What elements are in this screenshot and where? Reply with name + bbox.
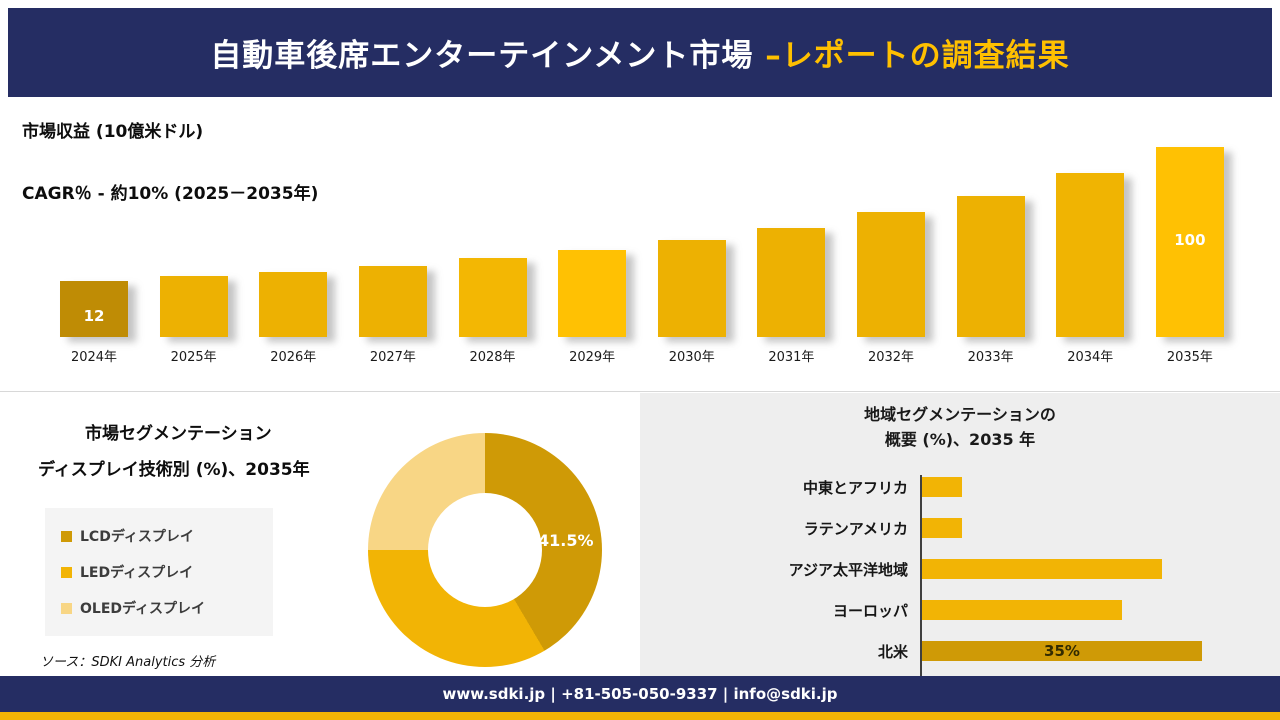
region-chart-title: 地域セグメンテーションの 概要 (%)、2035 年 [640, 393, 1280, 453]
revenue-bar-column: 2031年 [757, 228, 826, 365]
legend-item-led: LEDディスプレイ [61, 562, 257, 582]
revenue-bar [458, 258, 527, 337]
revenue-bar [259, 272, 328, 337]
revenue-chart-section: 市場収益 (10億米ドル) CAGR％ - 約10% (2025－2035年) … [0, 97, 1280, 392]
region-bar [922, 477, 962, 497]
x-axis-label: 2030年 [668, 350, 715, 365]
region-axis-line [920, 475, 922, 680]
revenue-bar-column: 100 2035年 [1155, 147, 1224, 365]
region-bar-chart: 中東とアフリカ ラテンアメリカアジア太平洋地域ヨーロッパ北米 35% [650, 475, 1270, 682]
region-bar [922, 559, 1162, 579]
region-row: 北米 35% [650, 641, 1270, 661]
region-bar-track [920, 600, 1270, 620]
x-axis-label: 2032年 [867, 350, 915, 365]
x-axis-label: 2027年 [369, 350, 416, 365]
revenue-bar: 100 [1155, 147, 1224, 337]
region-bar-track [920, 477, 1270, 497]
revenue-bar-column: 2032年 [857, 212, 925, 365]
region-row: アジア太平洋地域 [650, 559, 1270, 579]
x-axis-label: 2033年 [967, 350, 1014, 365]
region-bar: 35% [922, 641, 1202, 661]
revenue-bar [757, 228, 826, 337]
revenue-bar-column: 2034年 [1056, 173, 1125, 365]
region-bar-track [920, 559, 1270, 579]
donut-legend: LCDディスプレイ LEDディスプレイ OLEDディスプレイ [45, 508, 273, 636]
x-axis-label: 2024年 [70, 350, 118, 365]
region-label: ヨーロッパ [832, 601, 908, 620]
revenue-bar-column: 2030年 [657, 240, 726, 365]
segmentation-panel: 市場セグメンテーション ディスプレイ技術別 (%)、2035年 LCDディスプレ… [0, 393, 640, 676]
region-title-line1: 地域セグメンテーションの [864, 405, 1056, 424]
bar-value-label: 100 [1174, 231, 1206, 249]
revenue-bar-column: 2026年 [259, 272, 328, 365]
region-panel: 地域セグメンテーションの 概要 (%)、2035 年 中東とアフリカ ラテンアメリ… [640, 393, 1280, 680]
donut-value-label: 41.5% [538, 531, 594, 550]
region-bar-track [920, 518, 1270, 538]
revenue-bar [1056, 173, 1125, 337]
revenue-chart-cagr: CAGR％ - 約10% (2025－2035年) [22, 184, 319, 204]
region-label: ラテンアメリカ [803, 519, 908, 538]
region-label: アジア太平洋地域 [788, 560, 908, 579]
revenue-bar [159, 276, 228, 337]
region-bar-value-label: 35% [1044, 642, 1080, 660]
page-title: 自動車後席エンターテインメント市場 –レポートの調査結果 [210, 30, 1069, 75]
region-row: 中東とアフリカ [650, 477, 1270, 497]
region-title-line2: 概要 (%)、2035 年 [884, 429, 1036, 449]
x-axis-label: 2035年 [1166, 350, 1213, 365]
revenue-bar [956, 196, 1025, 337]
legend-label-oled: OLEDディスプレイ [80, 601, 206, 617]
x-axis-label: 2031年 [768, 350, 815, 365]
x-axis-label: 2029年 [569, 350, 616, 365]
x-axis-label: 2034年 [1067, 350, 1114, 365]
bar-value-label: 12 [83, 307, 105, 325]
donut-hole [428, 493, 542, 607]
legend-swatch-led-icon [61, 566, 72, 578]
region-row: ヨーロッパ [650, 600, 1270, 620]
revenue-bar-chart: 12 2024年 2025年 2026年 2027年 2028年 2029年 2030年 203… [60, 147, 1224, 365]
footer-accent-strip [0, 712, 1280, 720]
region-bar-track: 35% [920, 641, 1270, 661]
region-bar [922, 518, 962, 538]
footer-bar: www.sdki.jp | +81-505-050-9337 | info@sd… [0, 676, 1280, 712]
legend-item-lcd: LCDディスプレイ [61, 526, 257, 546]
legend-swatch-oled-icon [61, 602, 72, 614]
region-label: 北米 [877, 642, 908, 661]
region-bar [922, 600, 1122, 620]
x-axis-label: 2025年 [170, 350, 217, 365]
revenue-bar [857, 212, 925, 337]
legend-label-led: LEDディスプレイ [80, 565, 194, 581]
x-axis-label: 2026年 [270, 350, 317, 365]
legend-item-oled: OLEDディスプレイ [61, 598, 257, 618]
page-title-accent: –レポートの調査結果 [765, 38, 1070, 74]
footer-contact: www.sdki.jp | +81-505-050-9337 | info@sd… [442, 685, 838, 703]
revenue-bar-column: 2025年 [159, 276, 228, 365]
x-axis-label: 2028年 [469, 350, 516, 365]
revenue-bar-column: 2027年 [358, 266, 427, 365]
revenue-bar-column: 2029年 [558, 250, 627, 365]
header-banner: 自動車後席エンターテインメント市場 –レポートの調査結果 [8, 8, 1272, 97]
segmentation-title: 市場セグメンテーション [85, 424, 272, 444]
revenue-bar [657, 240, 726, 337]
legend-label-lcd: LCDディスプレイ [80, 529, 194, 545]
revenue-bar-column: 12 2024年 [60, 281, 128, 365]
segmentation-subtitle: ディスプレイ技術別 (%)、2035年 [38, 460, 310, 480]
page-title-main: 自動車後席エンターテインメント市場 [210, 38, 766, 74]
legend-swatch-lcd-icon [61, 530, 72, 542]
donut-chart: 41.5% [368, 433, 602, 667]
revenue-bar: 12 [60, 281, 128, 337]
revenue-chart-title: 市場収益 (10億米ドル) [22, 122, 204, 142]
revenue-bar-column: 2028年 [458, 258, 527, 365]
revenue-bar-column: 2033年 [956, 196, 1025, 365]
region-label: 中東とアフリカ [802, 478, 908, 497]
revenue-bar [358, 266, 427, 337]
region-row: ラテンアメリカ [650, 518, 1270, 538]
revenue-bar [558, 250, 627, 337]
source-note: ソース：SDKI Analytics 分析 [40, 655, 216, 670]
